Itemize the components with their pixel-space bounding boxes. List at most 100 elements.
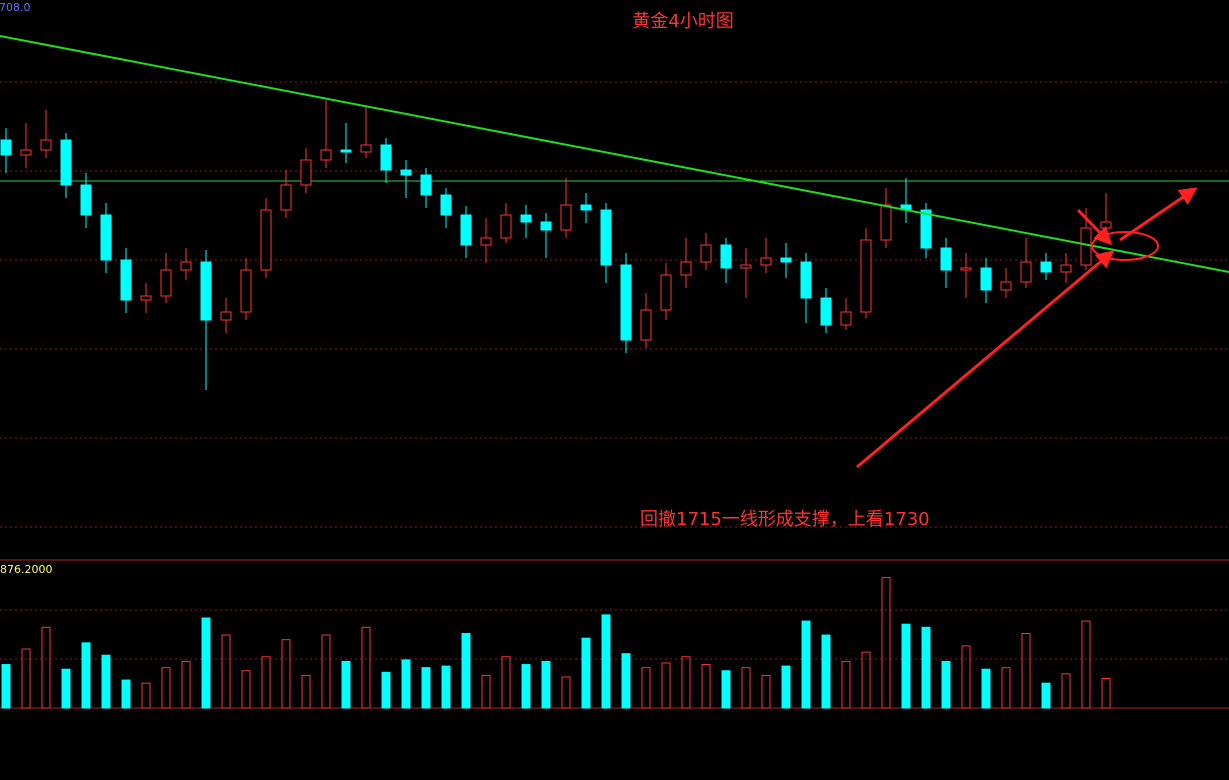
annotation: 回撤1715一线形成支撑，上看1730: [640, 509, 930, 530]
candle-body: [700, 244, 712, 263]
volume-bar: [521, 664, 531, 709]
candle-body: [800, 261, 812, 299]
candle-body: [720, 244, 732, 269]
volume-bar: [181, 660, 191, 709]
volume-bar: [481, 674, 491, 709]
candle-body: [640, 309, 652, 341]
volume-bar: [801, 620, 811, 709]
candle-body: [780, 257, 792, 263]
volume-bar: [561, 676, 571, 709]
candle-body: [1000, 281, 1012, 291]
volume-bar: [121, 679, 131, 709]
candle-body: [520, 214, 532, 223]
candle-body: [100, 214, 112, 261]
candle-body: [740, 264, 752, 269]
candle-body: [440, 194, 452, 216]
candle-body: [580, 204, 592, 211]
candle-body: [480, 237, 492, 246]
volume-bar: [361, 626, 371, 709]
volume-bar: [621, 653, 631, 709]
volume-bar: [961, 645, 971, 709]
volume-bar: [921, 626, 931, 709]
volume-bar: [1041, 682, 1051, 709]
arrow: [1076, 208, 1113, 246]
candle-body: [760, 257, 772, 266]
candle-body: [1060, 264, 1072, 273]
volume-bar: [81, 642, 91, 709]
candle-body: [40, 139, 52, 151]
volume-bar: [161, 667, 171, 709]
volume-bar: [381, 671, 391, 709]
candle-body: [500, 214, 512, 239]
volume-bar: [1021, 632, 1031, 709]
candle-body: [60, 139, 72, 186]
candle-body: [860, 239, 872, 313]
volume-bar: [261, 656, 271, 709]
volume-bar: [901, 623, 911, 709]
volume-bar: [1101, 678, 1111, 709]
volume-bar: [641, 667, 651, 709]
candle-body: [20, 149, 32, 156]
arrow: [856, 250, 1115, 469]
volume-bar: [601, 614, 611, 709]
volume-bar: [881, 577, 891, 709]
candle-body: [80, 184, 92, 216]
volume-bar: [401, 659, 411, 709]
candle-body: [880, 204, 892, 241]
volume-bar: [681, 656, 691, 709]
volume-bar: [761, 674, 771, 709]
volume-bar: [861, 651, 871, 709]
volume-bar: [341, 660, 351, 709]
volume-bar: [701, 664, 711, 709]
candle-body: [380, 144, 392, 171]
candle-body: [980, 267, 992, 291]
candle-body: [400, 169, 412, 176]
volume-bar: [581, 637, 591, 709]
candle-body: [840, 311, 852, 326]
volume-bar: [41, 626, 51, 709]
candle-body: [1100, 221, 1112, 229]
candle-body: [460, 214, 472, 246]
candle-body: [340, 149, 352, 153]
candle-body: [1020, 261, 1032, 283]
y-tick-label: 1708.0: [0, 1, 31, 14]
candle-body: [620, 264, 632, 341]
volume-bar: [841, 660, 851, 709]
candle-body: [280, 184, 292, 211]
volume-bar: [241, 670, 251, 709]
volume-bar: [741, 667, 751, 709]
volume-bar: [1, 664, 11, 709]
candle-body: [240, 269, 252, 313]
candle-body: [560, 204, 572, 231]
volume-bar: [661, 662, 671, 709]
volume-bar: [421, 667, 431, 709]
volume-bar: [721, 670, 731, 709]
candle-body: [660, 274, 672, 311]
candle-body: [680, 261, 692, 276]
volume-bar: [1081, 620, 1091, 709]
volume-bar: [321, 634, 331, 709]
volume-bar: [941, 660, 951, 709]
candle-body: [320, 149, 332, 161]
volume-bar: [441, 665, 451, 709]
candle-body: [1040, 261, 1052, 273]
candle-body: [420, 174, 432, 196]
volume-bar: [781, 665, 791, 709]
volume-bar: [821, 634, 831, 709]
arrow: [1119, 187, 1198, 242]
volume-bar: [101, 654, 111, 709]
volume-bar: [501, 656, 511, 709]
volume-bar: [61, 668, 71, 709]
volume-bar: [541, 660, 551, 709]
volume-bar: [21, 648, 31, 709]
volume-bar: [201, 617, 211, 709]
volume-bar: [141, 682, 151, 709]
candle-body: [220, 311, 232, 321]
candle-body: [260, 209, 272, 271]
volume-bar: [461, 632, 471, 709]
candle-body: [1080, 227, 1092, 266]
trend-line: [0, 35, 1229, 273]
candle-body: [140, 295, 152, 301]
candle-body: [120, 259, 132, 301]
